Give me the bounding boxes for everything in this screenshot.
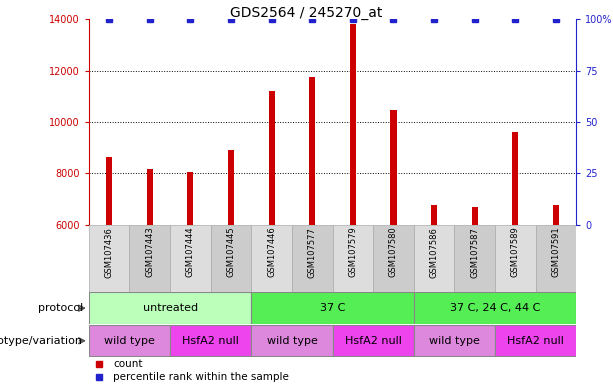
Text: GSM107587: GSM107587 [470,227,479,278]
Text: GDS2564 / 245270_at: GDS2564 / 245270_at [230,6,383,20]
Text: GSM107577: GSM107577 [308,227,317,278]
Bar [89,325,170,356]
Bar [106,157,112,225]
Bar [536,225,576,292]
Bar [495,225,536,292]
Bar [292,225,332,292]
Bar [309,77,315,225]
Text: GSM107445: GSM107445 [227,227,235,277]
Bar [414,325,495,356]
Bar [495,325,576,356]
Text: 37 C, 24 C, 44 C: 37 C, 24 C, 44 C [450,303,540,313]
Bar [553,205,559,225]
Text: wild type: wild type [267,336,318,346]
Text: percentile rank within the sample: percentile rank within the sample [113,372,289,382]
Text: GSM107580: GSM107580 [389,227,398,277]
Text: GSM107591: GSM107591 [552,227,560,277]
Bar [414,293,576,324]
Text: count: count [113,359,143,369]
Bar [188,172,194,225]
Text: untreated: untreated [143,303,197,313]
Bar [431,205,437,225]
Bar [89,293,251,324]
Bar [211,225,251,292]
Bar [373,225,414,292]
Text: GSM107443: GSM107443 [145,227,154,277]
Text: 37 C: 37 C [320,303,345,313]
Bar [512,132,519,225]
Text: GSM107589: GSM107589 [511,227,520,277]
Bar [390,110,397,225]
Text: GSM107446: GSM107446 [267,227,276,277]
Bar [471,207,478,225]
Text: HsfA2 null: HsfA2 null [345,336,402,346]
Text: wild type: wild type [429,336,480,346]
Bar [268,91,275,225]
Text: genotype/variation: genotype/variation [0,336,83,346]
Bar [147,169,153,225]
Bar [228,150,234,225]
Bar [129,225,170,292]
Bar [170,225,211,292]
Bar [251,325,332,356]
Text: wild type: wild type [104,336,155,346]
Text: protocol: protocol [37,303,83,313]
Bar [332,225,373,292]
Bar [89,225,129,292]
Bar [251,225,292,292]
Text: HsfA2 null: HsfA2 null [507,336,564,346]
Bar [251,293,414,324]
Bar [332,325,414,356]
Text: GSM107579: GSM107579 [348,227,357,277]
Text: HsfA2 null: HsfA2 null [182,336,239,346]
Text: GSM107586: GSM107586 [430,227,438,278]
Text: GSM107436: GSM107436 [105,227,113,278]
Text: GSM107444: GSM107444 [186,227,195,277]
Bar [350,24,356,225]
Bar [454,225,495,292]
Bar [414,225,454,292]
Bar [170,325,251,356]
